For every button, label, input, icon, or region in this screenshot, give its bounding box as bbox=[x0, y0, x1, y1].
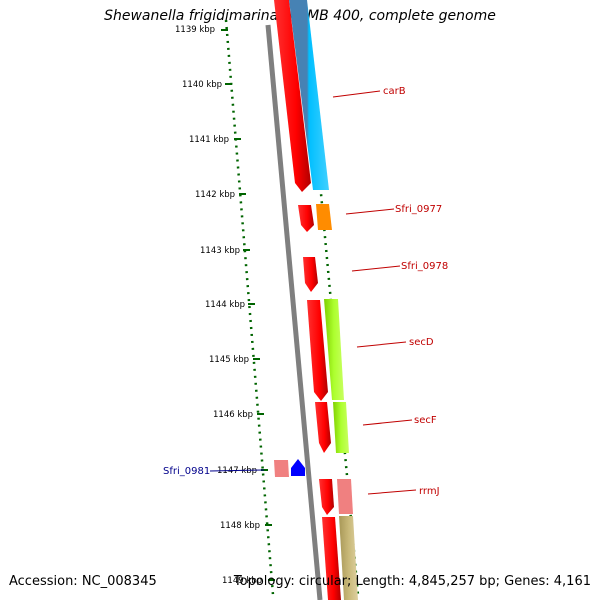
category-lane bbox=[289, 0, 358, 600]
gene-labels: carB Sfri_0977 Sfri_0978 secD secF rrmJ … bbox=[163, 86, 448, 497]
leader-secF bbox=[362, 419, 413, 426]
tick-label-1142: 1142 kbp bbox=[195, 190, 235, 200]
axis-ticks bbox=[221, 29, 275, 581]
leader-rrmJ bbox=[367, 489, 417, 495]
leader-sfri0978 bbox=[351, 265, 401, 272]
gene-label-secD: secD bbox=[409, 337, 434, 348]
tick-label-1141: 1141 kbp bbox=[189, 135, 229, 145]
leader-carB bbox=[332, 90, 381, 98]
tick-label-1140: 1140 kbp bbox=[182, 80, 222, 90]
gene-leader-lines bbox=[332, 90, 417, 495]
feature-rrmJ-category bbox=[337, 479, 353, 514]
gene-label-secF: secF bbox=[414, 415, 437, 426]
leader-sfri0977 bbox=[345, 208, 395, 215]
leader-sfri0981 bbox=[209, 469, 265, 472]
gene-label-rrmJ: rrmJ bbox=[419, 486, 440, 497]
tick-label-1148: 1148 kbp bbox=[220, 521, 260, 531]
feature-secD-category bbox=[324, 299, 344, 400]
cds-next bbox=[322, 517, 341, 600]
accession-text: Accession: NC_008345 bbox=[9, 574, 157, 589]
tick-label-1147: 1147 kbp bbox=[217, 466, 257, 476]
cds-sfri0978 bbox=[303, 257, 318, 292]
gene-label-carB: carB bbox=[383, 86, 406, 97]
genome-summary-text: Topology: circular; Length: 4,845,257 bp… bbox=[233, 574, 591, 589]
feature-sfri0981-pink bbox=[274, 460, 289, 477]
genome-backbone bbox=[265, 24, 323, 600]
tick-label-1146: 1146 kbp bbox=[213, 410, 253, 420]
axis-tick-labels: 1139 kbp 1140 kbp 1141 kbp 1142 kbp 1143… bbox=[175, 25, 262, 586]
cds-rrmJ bbox=[319, 479, 334, 515]
feature-secF-category bbox=[333, 402, 349, 453]
sfri0981-features bbox=[274, 459, 305, 477]
gene-label-sfri0981: Sfri_0981 bbox=[163, 466, 210, 477]
tick-label-1143: 1143 kbp bbox=[200, 246, 240, 256]
outer-dotted-ring-left bbox=[224, 19, 275, 596]
tick-label-1144: 1144 kbp bbox=[205, 300, 245, 310]
cds-carB bbox=[274, 0, 311, 192]
cds-lane bbox=[274, 0, 341, 600]
gene-label-sfri0977: Sfri_0977 bbox=[395, 204, 442, 215]
cds-secD bbox=[307, 300, 328, 401]
tick-label-1149: 1149 kbp bbox=[222, 576, 262, 586]
cds-sfri0977 bbox=[298, 205, 314, 232]
tick-label-1139: 1139 kbp bbox=[175, 25, 215, 35]
gene-label-sfri0978: Sfri_0978 bbox=[401, 261, 448, 272]
cds-secF bbox=[315, 402, 331, 453]
feature-next-category bbox=[339, 516, 358, 600]
leader-secD bbox=[356, 341, 407, 348]
feature-sfri0977-category bbox=[316, 204, 332, 230]
feature-carB-category bbox=[289, 0, 329, 190]
tick-label-1145: 1145 kbp bbox=[209, 355, 249, 365]
feature-sfri0981-blue bbox=[291, 459, 305, 476]
